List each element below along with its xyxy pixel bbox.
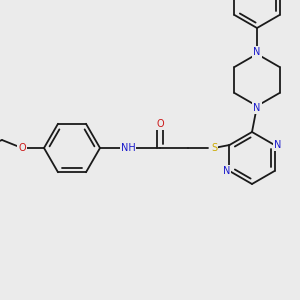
Text: N: N (253, 103, 261, 113)
Text: NH: NH (121, 143, 135, 153)
Text: N: N (274, 140, 281, 150)
Text: N: N (223, 166, 230, 176)
Text: O: O (18, 143, 26, 153)
Text: O: O (156, 119, 164, 129)
Text: N: N (253, 47, 261, 57)
Text: S: S (211, 143, 217, 153)
